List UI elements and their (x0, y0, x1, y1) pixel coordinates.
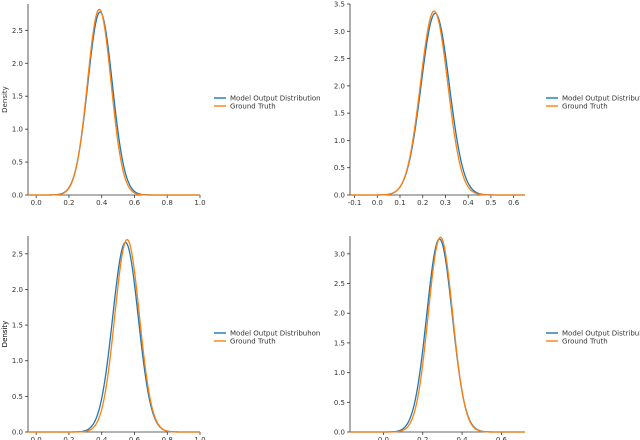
legend-label: Ground Truth (230, 103, 276, 111)
x-tick-label: 0.2 (63, 199, 74, 207)
y-tick-label: 1.0 (334, 369, 345, 377)
y-axis-label: Density (1, 321, 9, 348)
x-tick-label: 0.0 (378, 436, 389, 440)
chart-top-right: -0.1 0.0 0.1 0.2 0.3 0.4 0.5 0.60.00.51.01.52.0… (334, 1, 640, 208)
y-tick-label: 0.5 (334, 399, 345, 407)
model-output-line (350, 238, 525, 433)
x-tick-label: 0.0 (31, 436, 42, 440)
x-tick-label: 0.6 (129, 436, 141, 440)
x-tick-label: 1.0 (194, 436, 205, 440)
legend-label: Model Output Distribution (562, 95, 640, 103)
x-tick-label: 0.5 (485, 199, 496, 207)
x-tick-label: 0.4 (96, 436, 108, 440)
model-output-line (28, 11, 200, 196)
y-tick-label: 3.0 (334, 28, 345, 36)
y-tick-label: 1.0 (334, 137, 345, 145)
y-tick-label: 1.5 (12, 322, 23, 330)
legend-label: Ground Truth (562, 338, 608, 346)
legend-label: Model Output Distribuhon (562, 330, 640, 338)
ground-truth-line (350, 236, 525, 433)
y-tick-label: 3.5 (334, 1, 345, 9)
model-output-line (28, 241, 200, 433)
y-tick-label: 0.0 (12, 429, 23, 437)
x-tick-label: 0.2 (63, 436, 74, 440)
y-tick-label: 0.0 (12, 192, 23, 200)
x-tick-label: 0.0 (31, 199, 42, 207)
y-tick-label: 1.5 (334, 339, 345, 347)
ground-truth-line (28, 8, 200, 196)
x-tick-label: 0.3 (440, 199, 451, 207)
y-tick-label: 0.5 (12, 393, 23, 401)
y-tick-label: 2.5 (334, 280, 345, 288)
y-tick-label: 2.0 (334, 310, 345, 318)
y-tick-label: 0.0 (334, 192, 345, 200)
ground-truth-line (350, 10, 525, 196)
x-tick-label: 0.8 (162, 436, 173, 440)
y-tick-label: 1.0 (12, 126, 23, 134)
y-tick-label: 1.0 (12, 357, 23, 365)
y-tick-label: 0.5 (334, 164, 345, 172)
x-tick-label: 0.2 (417, 199, 428, 207)
y-tick-label: 2.5 (334, 55, 345, 63)
y-tick-label: 2.0 (12, 60, 23, 68)
y-tick-label: 0.0 (334, 429, 345, 437)
x-tick-label: 0.4 (457, 436, 469, 440)
x-tick-label: 0.6 (129, 199, 141, 207)
x-tick-label: 1.0 (194, 199, 205, 207)
x-tick-label: 0.2 (417, 436, 428, 440)
y-axis-label: Density (1, 86, 9, 113)
ground-truth-line (28, 238, 200, 433)
y-tick-label: 2.5 (12, 27, 23, 35)
chart-top-left: 0.0 0.2 0.4 0.6 0.8 1.0 0.0 0.5 1.0 1.5 2.0 2.5 Dens… (1, 4, 321, 207)
chart-bottom-left: 0.0 0.2 0.4 0.6 0.8 1.0 0.0 0.5 1.0 1.5 2.0 2.5 Dens… (1, 236, 320, 440)
y-axis-label: Density (1, 321, 9, 348)
x-tick-label: 0.6 (496, 436, 508, 440)
x-tick-label: 0.1 (394, 199, 405, 207)
y-tick-label: 0.5 (12, 159, 23, 167)
model-output-line (350, 12, 525, 196)
x-tick-label: 0.0 (372, 199, 383, 207)
legend-label: Model Output Distribution (230, 95, 321, 103)
y-tick-label: 2.0 (12, 286, 23, 294)
legend-label: Ground Truth (562, 103, 608, 111)
y-tick-label: 1.5 (12, 93, 23, 101)
x-tick-label: 0.4 (463, 199, 475, 207)
y-tick-label: 2.5 (12, 250, 23, 258)
chart-bottom-right: 0.0 0.2 0.4 0.6 0.0 0.5 1.0 1.5 2.0 2.5 3.0 Density… (1, 236, 640, 440)
legend-label: Model Output Distribuhon (230, 330, 320, 338)
x-tick-label: -0.1 (348, 199, 362, 207)
y-tick-label: 2.0 (334, 82, 345, 90)
x-tick-label: 0.4 (96, 199, 108, 207)
legend-label: Ground Truth (230, 338, 276, 346)
y-tick-label: 3.0 (334, 250, 345, 258)
y-tick-label: 1.5 (334, 110, 345, 118)
x-tick-label: 0.8 (162, 199, 173, 207)
x-tick-label: 0.6 (508, 199, 520, 207)
